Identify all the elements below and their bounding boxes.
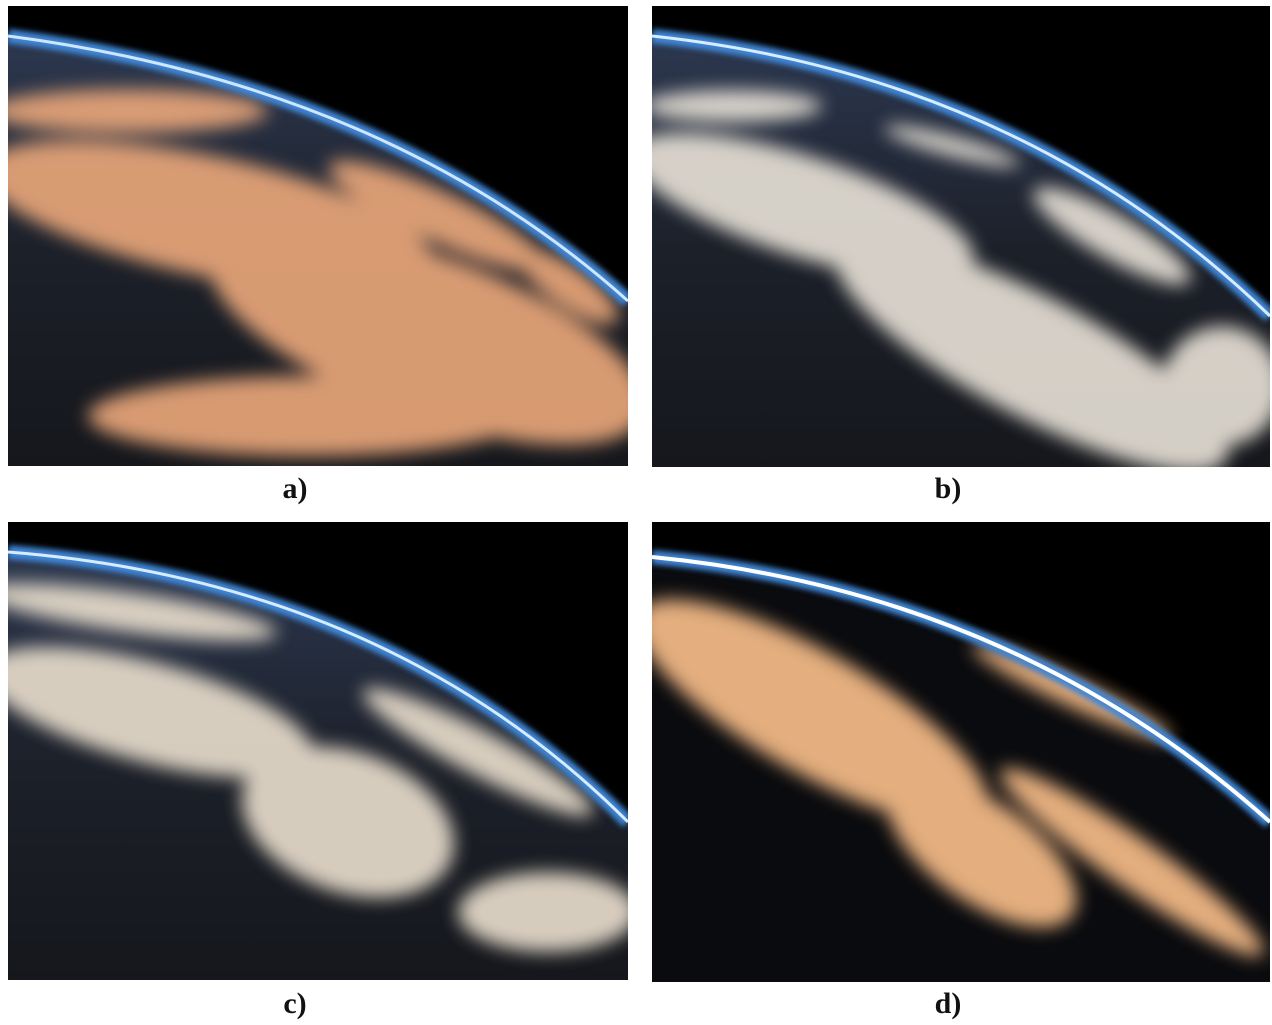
panel-image xyxy=(652,522,1270,982)
panel-label: b) xyxy=(898,472,998,506)
panel-image xyxy=(652,6,1270,467)
panel-label: c) xyxy=(245,987,345,1021)
figure: a) b) c) d) (() => { const data = JSON.p… xyxy=(0,0,1272,1025)
panel-label: a) xyxy=(245,472,345,506)
panel-image xyxy=(8,522,628,980)
panel-image xyxy=(8,6,628,466)
panel-label: d) xyxy=(898,987,998,1021)
